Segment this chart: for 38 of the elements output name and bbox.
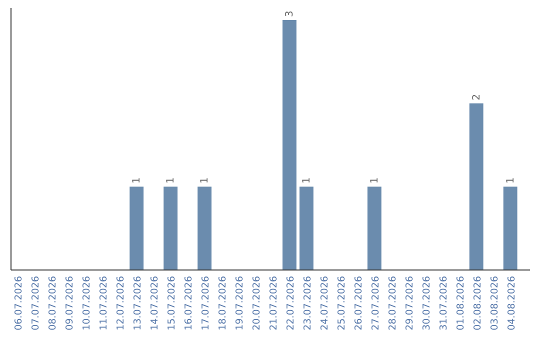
x-tick-label: 13.07.2026 [132, 276, 144, 330]
x-tick-label: 06.07.2026 [14, 276, 25, 330]
x-tick-label: 28.07.2026 [387, 276, 398, 330]
x-tick-label: 09.07.2026 [64, 276, 76, 330]
x-tick-label: 02.08.2026 [472, 276, 484, 330]
x-tick-label: 07.07.2026 [30, 276, 42, 330]
data-label: 3 [284, 10, 296, 17]
x-tick-label: 14.07.2026 [150, 276, 161, 330]
x-tick-label: 04.08.2026 [506, 276, 518, 330]
x-tick-label: 03.08.2026 [489, 276, 500, 330]
x-tick-label: 01.08.2026 [455, 276, 466, 330]
x-tick-label: 25.07.2026 [336, 276, 348, 330]
x-tick-label: 26.07.2026 [353, 276, 364, 330]
x-tick-label: 30.07.2026 [421, 276, 432, 330]
x-tick-label: 15.07.2026 [166, 276, 178, 330]
x-tick-label: 19.07.2026 [234, 276, 246, 330]
x-tick-label: 10.07.2026 [82, 276, 93, 330]
data-label: 1 [166, 177, 177, 184]
x-tick-label: 11.07.2026 [98, 276, 110, 330]
x-tick-label: 18.07.2026 [218, 276, 229, 330]
x-tick-label: 12.07.2026 [116, 276, 127, 330]
data-label: 1 [132, 177, 143, 184]
x-tick-label: 20.07.2026 [252, 276, 263, 330]
x-tick-label: 17.07.2026 [200, 276, 212, 330]
x-tick-label: 23.07.2026 [302, 276, 314, 330]
data-label: 1 [505, 177, 516, 184]
data-label: 1 [369, 177, 380, 184]
x-tick-label: 08.07.2026 [48, 276, 59, 330]
x-tick-label: 31.07.2026 [438, 276, 450, 330]
data-label: 1 [200, 177, 211, 184]
data-label: 1 [301, 177, 312, 184]
data-label: 2 [471, 94, 482, 100]
x-tick-label: 29.07.2026 [404, 276, 416, 330]
x-tick-label: 27.07.2026 [370, 276, 382, 330]
x-tick-label: 21.07.2026 [268, 276, 280, 330]
x-tick-label: 22.07.2026 [285, 276, 296, 330]
x-tick-label: 24.07.2026 [319, 276, 330, 330]
x-tick-label: 16.07.2026 [184, 276, 195, 330]
